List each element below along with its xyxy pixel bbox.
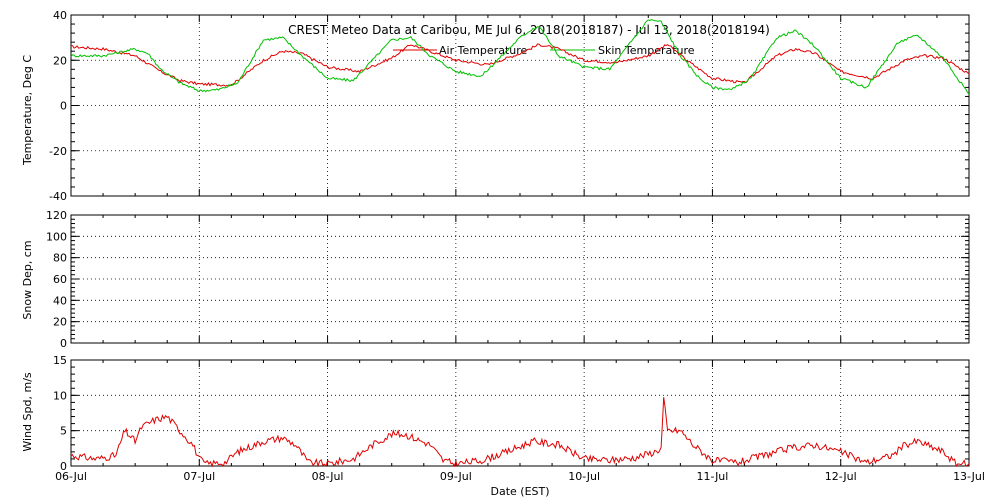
y-tick-label: 15 bbox=[53, 354, 67, 367]
y-tick-label: 5 bbox=[60, 425, 67, 438]
x-axis-label: Date (EST) bbox=[490, 485, 549, 498]
y-tick-label: 40 bbox=[53, 294, 67, 307]
x-tick-label: 07-Jul bbox=[183, 470, 215, 483]
y-tick-label: 120 bbox=[46, 209, 67, 222]
x-tick-label: 12-Jul bbox=[825, 470, 857, 483]
y-tick-label: 0 bbox=[60, 100, 67, 113]
y-tick-label: 80 bbox=[53, 252, 67, 265]
chart-title: CREST Meteo Data at Caribou, ME Jul 6, 2… bbox=[288, 23, 770, 37]
y-tick-label: -20 bbox=[49, 145, 67, 158]
temperature-axis-label: Temperature, Deg C bbox=[21, 55, 34, 166]
series-line-wind-speed bbox=[70, 397, 970, 468]
y-tick-label: 20 bbox=[53, 316, 67, 329]
x-tick-label: 09-Jul bbox=[440, 470, 472, 483]
snow-depth-axis-label: Snow Dep, cm bbox=[21, 240, 34, 319]
series-line-air-temperature bbox=[71, 43, 970, 87]
x-tick-label: 13-Jul bbox=[953, 470, 985, 483]
x-tick-label: 11-Jul bbox=[696, 470, 728, 483]
x-tick-label: 10-Jul bbox=[568, 470, 600, 483]
y-tick-label: -40 bbox=[49, 190, 67, 203]
y-tick-label: 60 bbox=[53, 273, 67, 286]
legend: Air Temperature Skin Temperature bbox=[393, 44, 695, 57]
panel-frame bbox=[70, 214, 970, 344]
panel-frame bbox=[70, 14, 970, 197]
series-line-skin-temperature bbox=[70, 19, 970, 95]
panel-frame bbox=[70, 359, 970, 467]
y-tick-label: 20 bbox=[53, 54, 67, 67]
temperature-panel: -40 -20 0 20 40 bbox=[49, 9, 970, 203]
wind-speed-panel: 0 5 10 15 bbox=[53, 354, 970, 473]
snow-depth-panel: 0 20 40 60 80 100 120 bbox=[46, 209, 970, 350]
y-tick-label: 0 bbox=[60, 337, 67, 350]
legend-air-label: Air Temperature bbox=[439, 44, 528, 57]
legend-skin-label: Skin Temperature bbox=[598, 44, 695, 57]
x-tick-label: 08-Jul bbox=[312, 470, 344, 483]
y-tick-label: 10 bbox=[53, 389, 67, 402]
y-tick-label: 100 bbox=[46, 230, 67, 243]
y-tick-label: 0 bbox=[60, 460, 67, 473]
y-tick-label: 40 bbox=[53, 9, 67, 22]
x-tick-label: 06-Jul bbox=[55, 470, 87, 483]
wind-speed-axis-label: Wind Spd, m/s bbox=[21, 372, 34, 452]
